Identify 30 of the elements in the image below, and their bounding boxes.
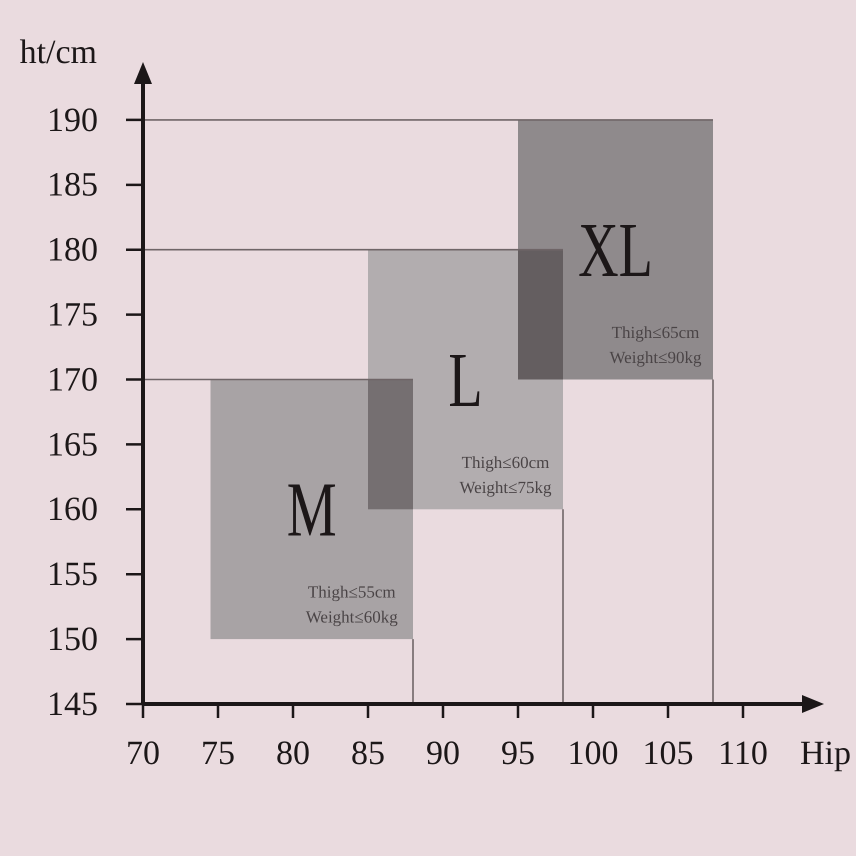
annotation: Thigh≤65cm	[612, 323, 700, 342]
y-axis-title: ht/cm	[20, 34, 97, 71]
series-label: M	[286, 466, 337, 553]
y-tick-label: 170	[47, 361, 98, 398]
y-tick-label: 175	[47, 296, 98, 334]
x-tick-label: 85	[351, 735, 385, 772]
series-label: XL	[578, 206, 653, 294]
y-tick-label: 185	[47, 166, 98, 204]
x-tick-label: 110	[718, 735, 768, 772]
x-tick-label: 100	[568, 735, 618, 772]
x-tick-label: 75	[201, 735, 235, 772]
x-tick-label: 70	[126, 735, 160, 772]
annotation: Thigh≤60cm	[462, 452, 550, 472]
y-tick-label: 150	[47, 620, 98, 658]
series-label: L	[448, 336, 483, 424]
y-tick-label: 165	[47, 426, 98, 464]
annotation: Weight≤60kg	[306, 608, 398, 627]
y-tick-label: 155	[47, 556, 98, 594]
x-tick-label: 80	[276, 735, 310, 772]
y-tick-label: 180	[47, 232, 98, 269]
annotation: Weight≤90kg	[609, 348, 702, 368]
x-tick-label: 95	[501, 735, 535, 772]
y-tick-label: 145	[47, 686, 98, 723]
annotation: Weight≤75kg	[459, 478, 552, 497]
y-tick-label: 190	[47, 102, 98, 139]
y-tick-label: 160	[47, 491, 98, 528]
annotation: Thigh≤55cm	[308, 582, 396, 602]
x-axis-title: Hip	[800, 735, 851, 772]
x-tick-label: 90	[426, 735, 460, 772]
x-tick-label: 105	[642, 735, 694, 772]
